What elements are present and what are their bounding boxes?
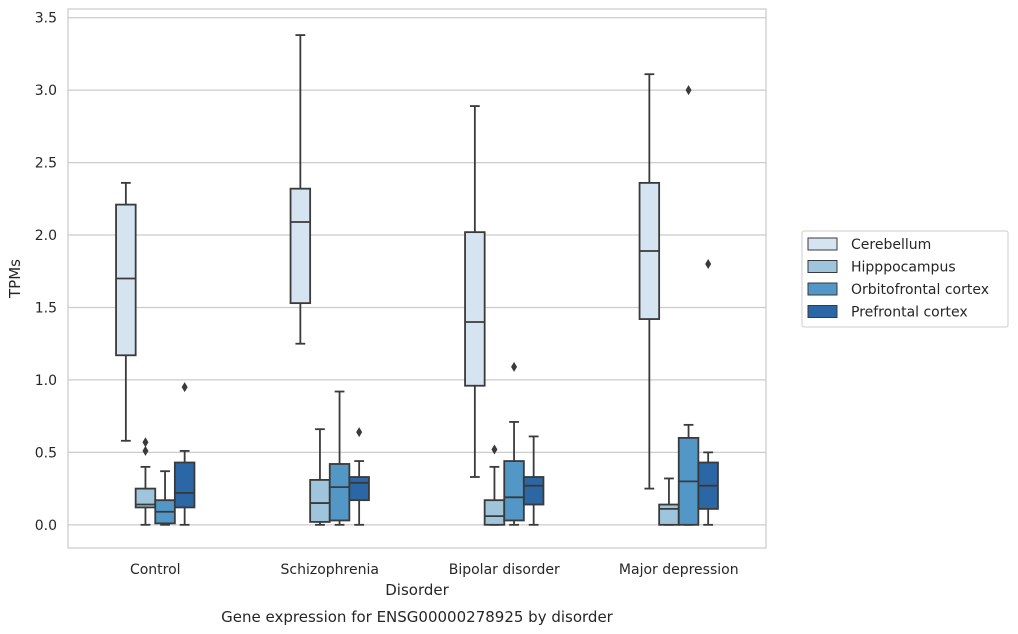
y-tick-label: 2.5	[35, 156, 57, 172]
y-tick-label: 1.5	[35, 300, 57, 316]
outlier-point	[181, 382, 188, 393]
outlier-point	[685, 85, 692, 96]
outlier-point	[705, 259, 712, 270]
outlier-point	[142, 437, 149, 448]
box	[115, 203, 137, 357]
legend: Cerebellum Hipppocampus Orbitofrontal cort…	[801, 230, 1009, 328]
y-axis-ticks: 0.0 0.5 1.0 1.5 2.0 2.5 3.0 3.5	[35, 11, 57, 534]
box	[173, 461, 196, 509]
legend-label: Prefrontal cortex	[851, 305, 968, 321]
box-orbitofrontal-cortex	[328, 390, 351, 526]
box-hipppocampus	[483, 444, 506, 526]
y-tick-label: 0.0	[35, 518, 57, 534]
outlier-point	[491, 444, 498, 455]
box	[309, 479, 331, 523]
legend-swatch	[807, 260, 838, 273]
box-hipppocampus	[309, 428, 331, 526]
box	[348, 476, 370, 502]
y-tick-label: 3.5	[35, 11, 57, 27]
x-tick-label: Schizophrenia	[281, 562, 379, 578]
legend-swatch	[807, 282, 838, 296]
box	[464, 231, 486, 387]
legend-frame	[801, 230, 1009, 328]
box	[503, 460, 525, 522]
gridlines	[68, 17, 766, 526]
box	[658, 503, 680, 526]
box	[289, 187, 312, 305]
box-orbitofrontal-cortex	[677, 85, 700, 526]
box-hipppocampus	[134, 437, 157, 526]
outlier-point	[356, 427, 363, 438]
box-prefrontal-cortex	[173, 382, 196, 526]
box-series-group	[115, 34, 719, 526]
box-cerebellum	[289, 34, 312, 345]
x-tick-label: Major depression	[619, 562, 739, 578]
y-axis-label: TPMs	[6, 259, 24, 299]
outlier-point	[511, 361, 518, 372]
chart-caption: Gene expression for ENSG00000278925 by d…	[221, 608, 614, 626]
box-prefrontal-cortex	[522, 435, 545, 526]
legend-label: Cerebellum	[851, 237, 931, 253]
y-tick-label: 0.5	[35, 445, 57, 461]
box-prefrontal-cortex	[697, 259, 719, 526]
y-tick-label: 2.0	[35, 228, 57, 244]
legend-label: Orbitofrontal cortex	[851, 282, 989, 298]
box-orbitofrontal-cortex	[154, 470, 176, 526]
y-tick-label: 3.0	[35, 83, 57, 99]
box-cerebellum	[464, 105, 486, 478]
plot-frame	[67, 8, 767, 549]
box-cerebellum	[115, 181, 137, 442]
x-tick-label: Bipolar disorder	[449, 562, 560, 578]
x-axis-label: Disorder	[385, 581, 449, 599]
legend-swatch	[807, 305, 838, 318]
legend-label: Hipppocampus	[851, 260, 956, 276]
legend-swatch	[807, 237, 838, 251]
box-cerebellum	[638, 73, 661, 490]
box	[328, 463, 351, 522]
box-orbitofrontal-cortex	[503, 361, 525, 526]
x-axis-ticks: Control Schizophrenia Bipolar disorder Majo…	[130, 562, 739, 578]
y-tick-label: 1.0	[35, 373, 57, 389]
x-tick-label: Control	[130, 562, 181, 578]
box	[134, 487, 157, 509]
outlier-point	[142, 445, 149, 456]
box	[483, 499, 506, 526]
box-hipppocampus	[658, 477, 680, 526]
box	[522, 476, 545, 506]
box-prefrontal-cortex	[348, 427, 370, 526]
